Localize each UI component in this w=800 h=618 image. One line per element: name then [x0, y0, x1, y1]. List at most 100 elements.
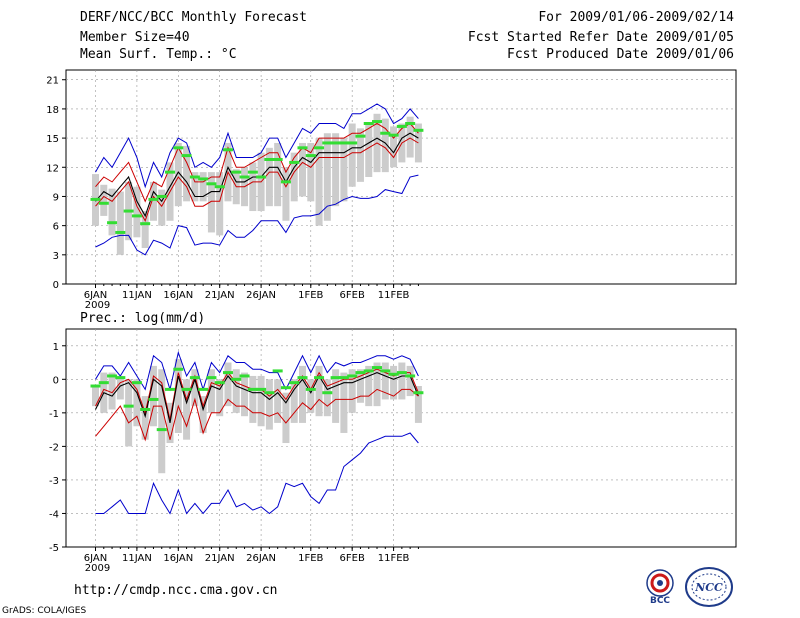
spread-box [249, 162, 257, 212]
spread-box [116, 191, 124, 255]
y-tick-label: 0 [53, 280, 59, 291]
series-line-max [95, 103, 419, 189]
obs-marker [90, 384, 101, 388]
obs-marker [355, 134, 366, 138]
x-tick-label: 1FEB [298, 553, 323, 564]
obs-marker [131, 381, 142, 385]
spread-box [365, 365, 373, 407]
obs-marker [173, 146, 184, 150]
panel2-title: Prec.: log(mm/d) [80, 311, 206, 326]
spread-box [141, 396, 149, 440]
obs-marker [314, 146, 325, 150]
spread-box [390, 365, 398, 400]
obs-marker [181, 387, 192, 391]
spread-box [274, 142, 282, 207]
obs-marker [413, 391, 424, 395]
obs-marker [115, 376, 126, 380]
obs-marker [305, 154, 316, 158]
x-tick-label: 11FEB [378, 290, 410, 301]
obs-marker [206, 376, 217, 380]
spread-box [290, 379, 298, 423]
spread-box [332, 369, 340, 423]
spread-box [307, 142, 315, 202]
spread-box [406, 116, 414, 158]
forecast-produced-date: Fcst Produced Date 2009/01/06 [507, 47, 734, 62]
spread-box [116, 375, 124, 400]
spread-box [414, 386, 422, 423]
plot-frame [65, 328, 737, 548]
y-tick-label: 3 [53, 251, 59, 262]
spread-box [216, 379, 224, 417]
forecast-period: For 2009/01/06-2009/02/14 [538, 10, 734, 25]
obs-marker [214, 185, 225, 189]
obs-marker [198, 177, 209, 181]
obs-marker [214, 381, 225, 385]
spread-box [299, 142, 306, 197]
obs-marker [380, 369, 391, 373]
spread-box [199, 396, 207, 433]
x-tick-label: 16JAN [163, 290, 193, 301]
x-tick-label: 21JAN [205, 290, 235, 301]
spread-box [108, 188, 116, 236]
series-line-median [95, 372, 419, 424]
y-tick-label: 1 [53, 342, 59, 353]
spread-box [100, 184, 108, 216]
obs-marker [264, 157, 275, 161]
obs-marker [206, 182, 217, 186]
spread-box [199, 172, 207, 202]
obs-marker [372, 366, 383, 370]
x-tick-year-label: 2009 [85, 300, 110, 311]
spread-box [249, 375, 257, 423]
obs-marker [107, 221, 118, 225]
y-tick-label: -4 [49, 509, 59, 520]
obs-marker [189, 175, 200, 179]
y-tick-label: -5 [49, 543, 59, 554]
obs-marker [107, 374, 118, 378]
spread-box [348, 369, 356, 413]
obs-marker [98, 201, 109, 205]
obs-marker [198, 387, 209, 391]
obs-marker [355, 371, 366, 375]
spread-box [365, 123, 373, 177]
obs-marker [388, 133, 399, 137]
spread-box [92, 386, 99, 407]
obs-marker [239, 175, 250, 179]
obs-marker [90, 197, 101, 201]
obs-marker [115, 230, 126, 234]
spread-box [174, 142, 182, 207]
x-tick-label: 1FEB [298, 290, 323, 301]
obs-marker [189, 376, 200, 380]
obs-marker [222, 371, 233, 375]
spread-box [183, 145, 191, 202]
spread-box [348, 123, 356, 187]
spread-box [323, 379, 331, 417]
obs-marker [272, 157, 283, 161]
obs-marker [322, 391, 333, 395]
forecast-started-date: Fcst Started Refer Date 2009/01/05 [467, 30, 734, 45]
series-line-lower [95, 137, 419, 223]
y-tick-label: 9 [53, 192, 59, 203]
obs-marker [297, 146, 308, 150]
y-tick-label: 18 [46, 105, 59, 116]
obs-marker [148, 397, 159, 401]
bcc-logo: BCC [646, 569, 674, 606]
obs-marker [322, 141, 333, 145]
y-tick-label: -1 [49, 409, 59, 420]
spread-box [216, 172, 224, 236]
y-tick-label: 21 [46, 76, 59, 87]
x-tick-year-label: 2009 [85, 563, 110, 574]
obs-marker [123, 404, 134, 408]
spread-box [241, 372, 249, 417]
y-tick-label: -3 [49, 476, 59, 487]
y-tick-label: 15 [46, 134, 59, 145]
y-tick-label: 6 [53, 222, 59, 233]
spread-box [340, 372, 348, 433]
obs-marker [165, 170, 176, 174]
obs-marker [289, 381, 300, 385]
footer-url[interactable]: http://cmdp.ncc.cma.gov.cn [74, 583, 278, 598]
spread-box [282, 392, 290, 444]
obs-marker [272, 369, 283, 373]
obs-marker [347, 141, 358, 145]
